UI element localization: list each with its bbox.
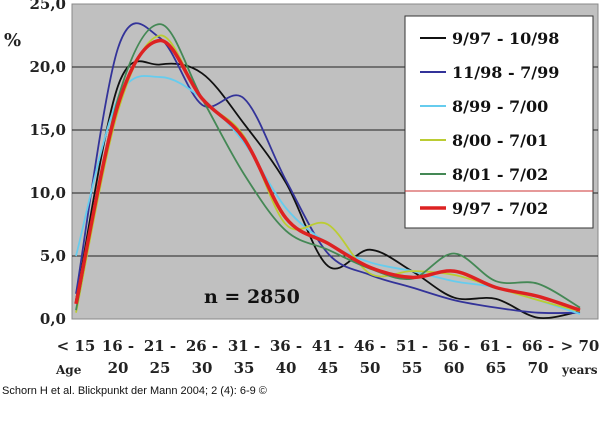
x-tick-label: 16 - <box>102 337 134 355</box>
y-tick-label: 20,0 <box>29 58 66 76</box>
y-tick-label: 25,0 <box>29 0 66 13</box>
sample-size-annotation: n = 2850 <box>204 286 300 308</box>
x-tick-label-line2: 35 <box>234 359 255 377</box>
legend-box <box>404 15 594 229</box>
legend-label: 8/01 - 7/02 <box>452 165 548 184</box>
legend-label: 11/98 - 7/99 <box>452 63 559 82</box>
x-tick-label: 66 - <box>522 337 554 355</box>
x-axis-start-label: Age <box>55 363 82 377</box>
x-tick-label-line2: 65 <box>486 359 507 377</box>
x-tick-label: 31 - <box>228 337 260 355</box>
x-tick-label: 21 - <box>144 337 176 355</box>
x-tick-label: 26 - <box>186 337 218 355</box>
x-tick-label: < 15 <box>57 337 96 355</box>
y-tick-label: 5,0 <box>40 247 66 265</box>
x-tick-label: 41 - <box>312 337 344 355</box>
series-line-5 <box>75 23 581 311</box>
y-tick-label: 0,0 <box>40 310 66 328</box>
x-tick-label-line2: 30 <box>192 359 213 377</box>
series-lines <box>74 22 581 320</box>
legend-label: 9/97 - 7/02 <box>452 199 548 218</box>
x-tick-label-line2: 25 <box>150 359 171 377</box>
x-axis-end-label: years <box>561 363 598 377</box>
x-tick-label: 46 - <box>354 337 386 355</box>
x-axis-ticks: < 15 16 - 20 21 - 25 26 - 30 31 - 35 36 - 40 41 - 45… <box>57 337 600 377</box>
y-tick-label: 10,0 <box>29 184 66 202</box>
legend-label: 8/99 - 7/00 <box>452 97 548 116</box>
series-line-6 <box>74 38 581 312</box>
x-tick-label: 36 - <box>270 337 302 355</box>
x-tick-label: 51 - <box>396 337 428 355</box>
x-tick-label: 56 - <box>438 337 470 355</box>
source-caption: Schorn H et al. Blickpunkt der Mann 2004… <box>2 385 267 397</box>
x-tick-label-line2: 50 <box>360 359 381 377</box>
x-tick-label-line2: 45 <box>318 359 339 377</box>
x-tick-label-line2: 60 <box>444 359 465 377</box>
legend: 9/97 - 10/98 11/98 - 7/99 8/99 - 7/00 8/00 … <box>404 15 594 229</box>
legend-label: 8/00 - 7/01 <box>452 131 548 150</box>
x-tick-label: > 70 <box>561 337 600 355</box>
x-tick-label-line2: 20 <box>108 359 129 377</box>
y-axis-label: % <box>4 30 21 51</box>
x-tick-label-line2: 40 <box>276 359 297 377</box>
series-line-2 <box>75 22 581 314</box>
x-tick-label-line2: 70 <box>528 359 549 377</box>
y-axis-ticks: 0,0 5,0 10,0 15,0 20,0 25,0 <box>29 0 66 328</box>
y-tick-label: 15,0 <box>29 121 66 139</box>
x-tick-label: 61 - <box>480 337 512 355</box>
x-tick-label-line2: 55 <box>402 359 423 377</box>
legend-label: 9/97 - 10/98 <box>452 29 559 48</box>
